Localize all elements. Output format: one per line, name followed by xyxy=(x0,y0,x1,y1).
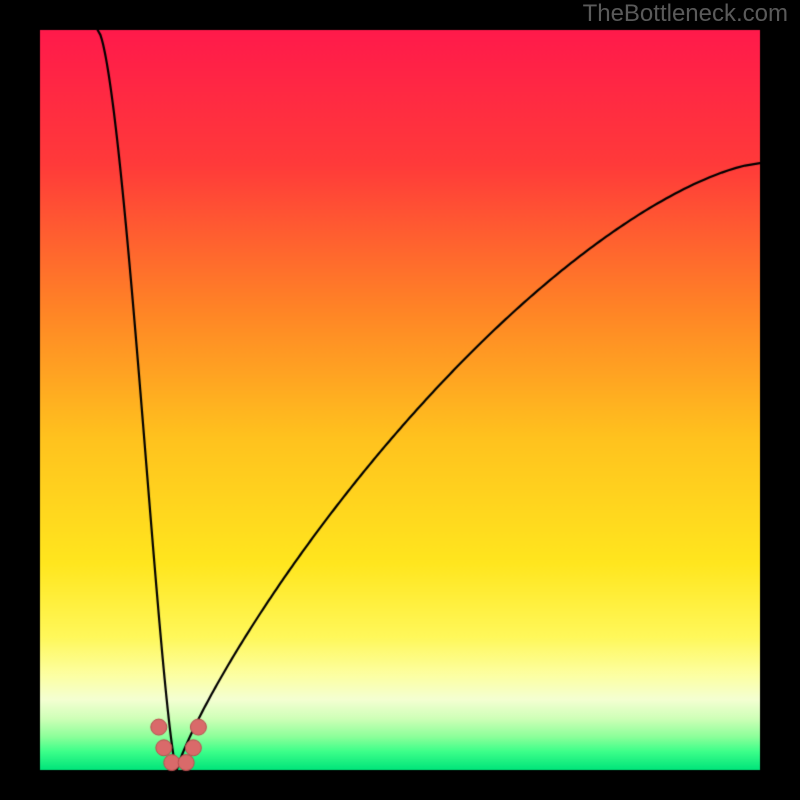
bottleneck-curve-chart xyxy=(0,0,800,800)
chart-stage: TheBottleneck.com xyxy=(0,0,800,800)
